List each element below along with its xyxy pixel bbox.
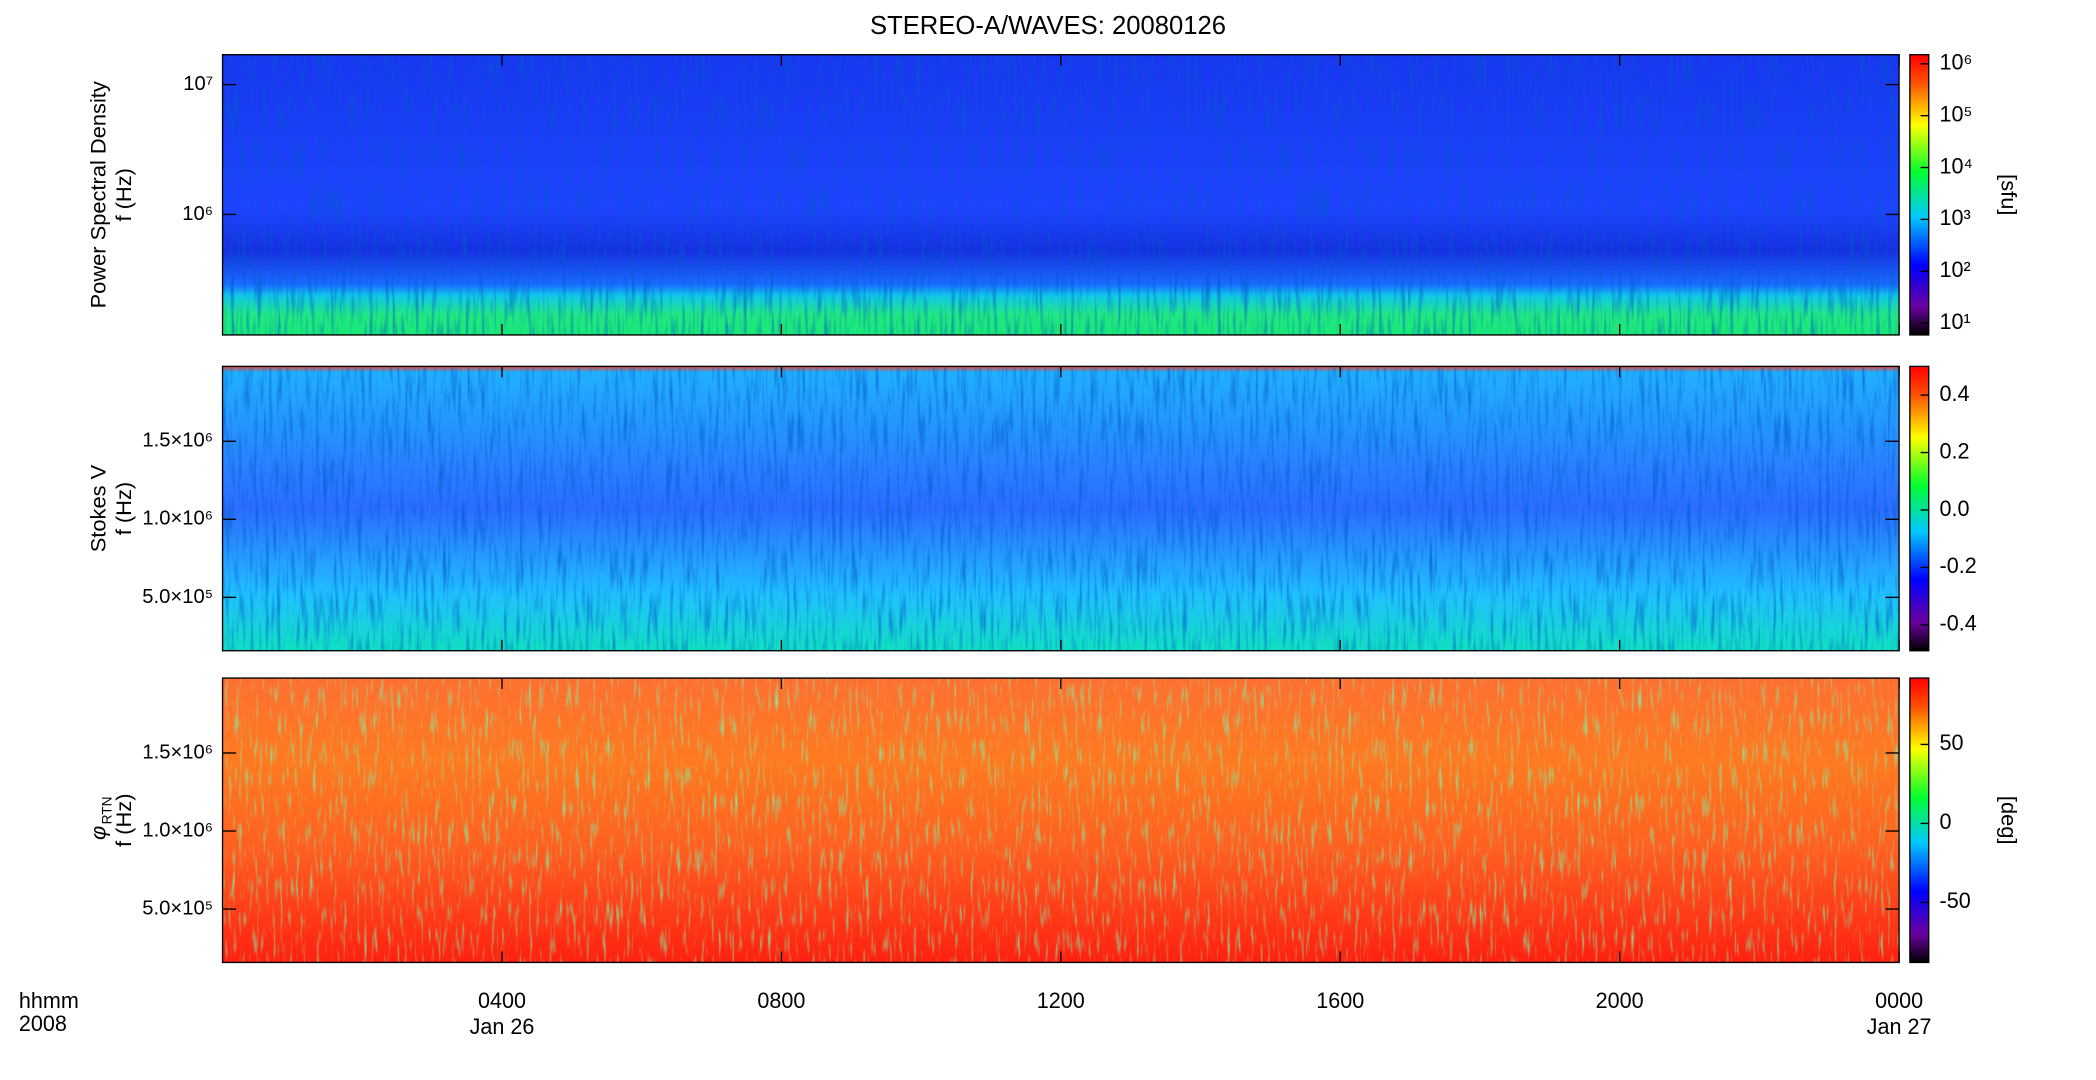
heatmap-texture: [222, 54, 1900, 335]
chart-title: STEREO-A/WAVES: 20080126: [870, 12, 1226, 40]
colorbar-tick-label: -0.4: [1940, 611, 1977, 636]
colorbar-tick-label: -50: [1940, 888, 1971, 913]
y-tick-label: 5.0×10⁵: [142, 586, 213, 608]
date-label: Jan 26: [470, 1014, 535, 1039]
y-label: Stokes V: [86, 464, 111, 552]
y-label-2: f (Hz): [111, 794, 136, 847]
y-label: φ: [86, 826, 111, 840]
y-label: Power Spectral Density: [86, 81, 111, 308]
x-tick-label: 1600: [1316, 988, 1364, 1013]
x-label: hhmm: [19, 988, 79, 1013]
heatmap-texture: [222, 366, 1900, 651]
date-label: Jan 27: [1867, 1014, 1932, 1039]
colorbar-tick-label: 50: [1940, 730, 1964, 755]
colorbar-tick-label: 10¹: [1940, 309, 1971, 334]
colorbar-tick-label: 10⁴: [1940, 153, 1973, 178]
y-axis-label: Power Spectral Density f (Hz): [86, 81, 136, 308]
y-label-2: f (Hz): [111, 482, 136, 535]
colorbar-tick-label: -0.2: [1940, 553, 1977, 578]
colorbar-tick-label: 0.4: [1940, 381, 1970, 406]
heatmap-texture: [222, 678, 1900, 963]
colorbar-tick-label: 0.0: [1940, 496, 1970, 521]
colorbar-label: [deg]: [1996, 796, 2021, 845]
x-tick-label: 0800: [757, 988, 805, 1013]
colorbar-label: [sfu]: [1996, 174, 2021, 215]
y-tick-label: 1.5×10⁶: [142, 741, 213, 763]
x-label-2: 2008: [19, 1011, 67, 1036]
colorbar-tick-label: 0: [1940, 809, 1952, 834]
y-tick-label: 10⁶: [182, 203, 213, 225]
colorbar-tick-label: 0.2: [1940, 438, 1970, 463]
y-tick-label: 1.0×10⁶: [142, 508, 213, 530]
colorbar: [1909, 54, 1930, 336]
y-tick-label: 1.5×10⁶: [142, 430, 213, 452]
colorbar-tick-label: 10³: [1940, 205, 1971, 230]
y-tick-label: 5.0×10⁵: [142, 897, 213, 919]
colorbar-tick-label: 10⁶: [1940, 49, 1973, 74]
colorbar: [1909, 365, 1930, 652]
x-tick-label: 0000: [1875, 988, 1923, 1013]
colorbar-label-group: [deg]: [1996, 796, 2021, 845]
y-tick-label: 10⁷: [183, 73, 213, 95]
colorbar: [1909, 677, 1930, 964]
y-label-sub: RTN: [100, 797, 115, 825]
x-tick-label: 2000: [1596, 988, 1644, 1013]
colorbar-tick-label: 10²: [1940, 257, 1971, 282]
y-tick-label: 1.0×10⁶: [142, 819, 213, 841]
x-tick-label: 0400: [478, 988, 526, 1013]
colorbar-label-group: [sfu]: [1996, 174, 2021, 215]
colorbar-tick-label: 10⁵: [1940, 101, 1973, 126]
x-tick-label: 1200: [1037, 988, 1085, 1013]
y-label-2: f (Hz): [111, 168, 136, 221]
